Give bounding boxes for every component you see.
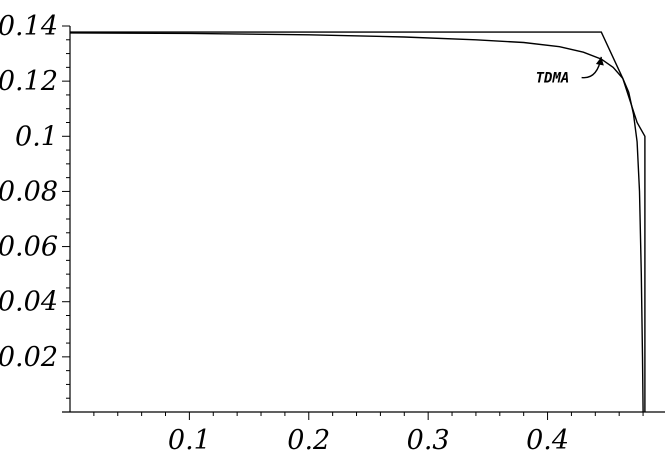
annotation-arrow-1	[581, 56, 602, 79]
y-tick-label-4: 0.08	[0, 176, 58, 207]
x-tick-label-4: 0.4	[526, 425, 569, 456]
x-tick-label-2: 0.2	[287, 425, 330, 456]
annotations: TDMA	[536, 56, 604, 87]
y-ticks: 0.02 0.04 0.06 0.08 0.1 0.12 0.14	[0, 11, 70, 399]
y-tick-label-2: 0.04	[0, 287, 58, 318]
axes	[62, 26, 665, 413]
annotation-arrowhead-1	[595, 56, 604, 66]
y-tick-label-7: 0.14	[0, 11, 58, 42]
y-tick-label-5: 0.1	[15, 121, 58, 152]
series-line-2	[69, 32, 644, 413]
x-tick-label-1: 0.1	[168, 425, 211, 456]
x-ticks: 0.1 0.2 0.3 0.4	[93, 412, 644, 456]
series-line-1	[70, 31, 646, 412]
x-tick-label-3: 0.3	[407, 425, 450, 456]
series	[69, 31, 646, 413]
y-tick-label-6: 0.12	[0, 66, 58, 97]
y-tick-label-3: 0.06	[0, 232, 58, 263]
y-tick-label-1: 0.02	[0, 342, 58, 373]
annotation-label-1: TDMA	[536, 71, 570, 87]
